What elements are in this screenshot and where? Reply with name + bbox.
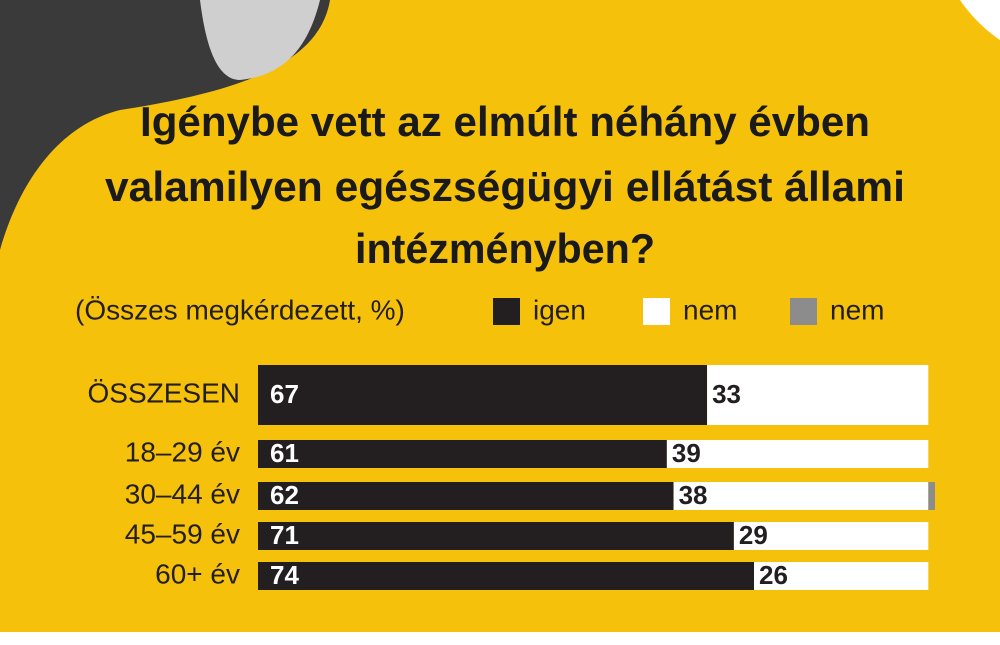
bar-segment <box>258 482 674 510</box>
chart-title: valamilyen egészségügyi ellátást állami <box>105 163 905 210</box>
value-label: 26 <box>759 560 788 590</box>
value-label: 62 <box>270 480 299 510</box>
bar-segment <box>733 522 929 550</box>
chart-title: intézményben? <box>355 225 655 272</box>
value-label: 71 <box>270 520 299 550</box>
value-label: 61 <box>270 438 299 468</box>
y-tick-label: 18–29 év <box>125 436 240 467</box>
y-tick-label: ÖSSZESEN <box>88 377 240 408</box>
y-tick-label: 45–59 év <box>125 518 240 549</box>
legend-label: nem <box>830 294 884 325</box>
legend-swatch <box>643 298 670 325</box>
bar-segment <box>666 440 929 468</box>
value-label: 29 <box>739 520 768 550</box>
bar-segment <box>707 365 929 425</box>
legend-label: igen <box>533 294 586 325</box>
value-label: 33 <box>712 379 741 409</box>
chart-title: Igénybe vett az elmúlt néhány évben <box>140 98 870 145</box>
legend-swatch <box>790 298 817 325</box>
value-label: 38 <box>679 480 708 510</box>
y-tick-label: 60+ év <box>155 558 240 589</box>
bar-segment <box>258 365 708 425</box>
y-tick-label: 30–44 év <box>125 478 240 509</box>
corner <box>960 0 1000 40</box>
bar-segment <box>754 562 929 590</box>
bar-segment <box>258 522 734 550</box>
legend-swatch <box>493 298 520 325</box>
bottom-edge <box>0 632 1000 645</box>
value-label: 74 <box>270 560 299 590</box>
bar-segment <box>258 440 667 468</box>
bar-segment <box>673 482 929 510</box>
value-label: 67 <box>270 379 299 409</box>
bar-segment <box>928 482 935 510</box>
photo-hand <box>200 0 320 80</box>
legend-label: nem <box>683 294 737 325</box>
bar-segment <box>258 562 755 590</box>
subtitle: (Összes megkérdezett, %) <box>75 294 405 325</box>
value-label: 39 <box>672 438 701 468</box>
